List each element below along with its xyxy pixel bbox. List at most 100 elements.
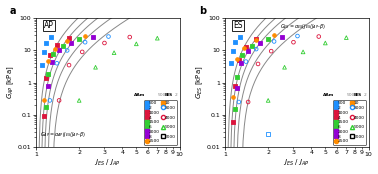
Point — [253, 38, 259, 41]
Text: BIS: BIS — [164, 93, 173, 97]
Point — [290, 68, 296, 71]
Point — [236, 101, 242, 103]
Point — [68, 42, 74, 44]
X-axis label: $J_{ES}$ / $J_{AP}$: $J_{ES}$ / $J_{AP}$ — [94, 158, 121, 168]
Point — [105, 35, 112, 38]
Point — [154, 37, 160, 39]
Point — [66, 64, 72, 66]
Point — [133, 50, 139, 53]
Point — [45, 84, 51, 87]
Point — [234, 57, 240, 60]
Text: 2: 2 — [364, 93, 366, 97]
Point — [243, 60, 249, 63]
Point — [54, 62, 60, 65]
Point — [238, 62, 244, 65]
Point — [300, 50, 306, 53]
Point — [52, 48, 58, 50]
Point — [56, 99, 62, 102]
Point — [111, 51, 117, 54]
Point — [237, 35, 243, 38]
Point — [234, 86, 240, 89]
Text: AP: AP — [44, 21, 54, 30]
Point — [265, 133, 271, 136]
Y-axis label: $G_{AP} $ [kPa]: $G_{AP} $ [kPa] — [6, 66, 16, 99]
Text: 500: 500 — [346, 93, 355, 97]
Text: 2: 2 — [175, 93, 177, 97]
Point — [49, 60, 55, 63]
Point — [245, 101, 251, 103]
Legend: 500, 2, 1000, 4, 1500, 6, 2000, 8, 2500, 10, 3000, , 4000, , 5000, , 6000, : 500, 2, 1000, 4, 1500, 6, 2000, 8, 2500,… — [144, 100, 177, 145]
Point — [97, 72, 103, 74]
Text: ES: ES — [233, 21, 243, 30]
Point — [230, 96, 236, 99]
Point — [41, 99, 47, 102]
Legend: 500, 2, 1000, 4, 1500, 6, 2000, 8, 2500, 10, 3000, , 4000, , 5000, , 6000, : 500, 2, 1000, 4, 1500, 6, 2000, 8, 2500,… — [333, 100, 366, 145]
Point — [265, 99, 271, 102]
Point — [45, 73, 51, 76]
Point — [294, 35, 301, 37]
Point — [325, 49, 331, 52]
Point — [230, 121, 236, 123]
Text: $G_{ES}=\alpha_{ES}$($J_{ES}$/$J_{AP}$-$\beta$): $G_{ES}=\alpha_{ES}$($J_{ES}$/$J_{AP}$-$… — [279, 22, 325, 31]
Text: $G_{AP}=\alpha_{AP}$($J_{ES}$/$J_{AP}$-$\beta$): $G_{AP}=\alpha_{AP}$($J_{ES}$/$J_{AP}$-$… — [40, 130, 86, 139]
Point — [54, 43, 60, 46]
Point — [290, 41, 296, 44]
Point — [82, 41, 88, 44]
Point — [45, 59, 51, 62]
Point — [79, 50, 85, 53]
Point — [282, 66, 288, 69]
Point — [41, 115, 47, 118]
Point — [241, 46, 247, 49]
Point — [159, 42, 165, 45]
Point — [47, 54, 53, 57]
Point — [43, 77, 49, 79]
Point — [229, 50, 235, 53]
Point — [253, 39, 259, 41]
Point — [268, 50, 274, 53]
Text: b: b — [199, 6, 206, 16]
Point — [239, 54, 245, 57]
Point — [255, 63, 261, 65]
Point — [82, 34, 88, 37]
Point — [232, 84, 238, 87]
Point — [64, 49, 70, 52]
Point — [133, 42, 139, 45]
Point — [343, 36, 349, 39]
Point — [60, 44, 66, 47]
Point — [93, 66, 99, 69]
Point — [50, 53, 56, 56]
Point — [245, 50, 251, 53]
Point — [101, 42, 107, 44]
Text: AAm: AAm — [323, 93, 335, 97]
Point — [271, 40, 277, 43]
Point — [322, 42, 328, 44]
Point — [257, 42, 263, 44]
Point — [243, 45, 249, 48]
Point — [249, 44, 255, 47]
X-axis label: $J_{ES}$ / $J_{AP}$: $J_{ES}$ / $J_{AP}$ — [284, 158, 310, 168]
Text: 500: 500 — [157, 93, 166, 97]
Point — [232, 108, 238, 110]
Point — [253, 48, 259, 50]
Point — [228, 62, 234, 65]
Point — [127, 36, 133, 38]
Point — [64, 39, 70, 42]
Point — [43, 106, 49, 109]
Point — [350, 42, 356, 45]
Text: AAm: AAm — [134, 93, 146, 97]
Point — [76, 99, 82, 102]
Point — [76, 38, 82, 41]
Y-axis label: $G_{ES} $ [kPa]: $G_{ES} $ [kPa] — [195, 66, 205, 99]
Point — [316, 35, 322, 38]
Point — [90, 36, 96, 38]
Text: a: a — [10, 6, 17, 16]
Point — [48, 36, 54, 38]
Point — [265, 37, 271, 40]
Point — [271, 34, 277, 37]
Point — [47, 99, 53, 102]
Point — [56, 49, 62, 52]
Point — [40, 50, 46, 53]
Point — [234, 76, 240, 78]
Point — [236, 59, 242, 61]
Point — [43, 42, 49, 44]
